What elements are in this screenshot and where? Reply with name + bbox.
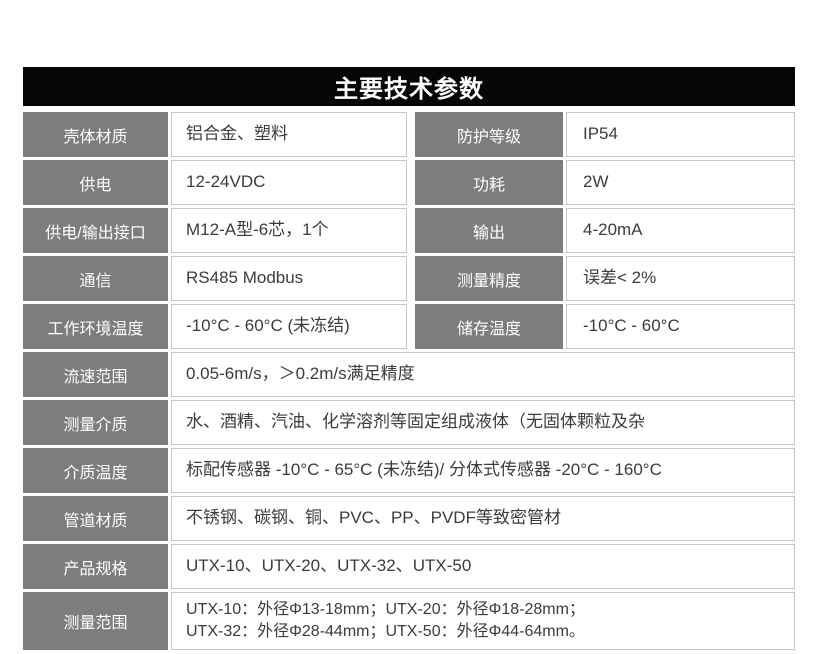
row-value: 不锈钢、碳钢、铜、PVC、PP、PVDF等致密管材 xyxy=(171,496,795,541)
table-row: 测量介质 水、酒精、汽油、化学溶剂等固定组成液体（无固体颗粒及杂 xyxy=(23,400,795,445)
row-label: 供电/输出接口 xyxy=(23,208,168,253)
row-label: 介质温度 xyxy=(23,448,168,493)
row-value: 2W xyxy=(566,160,795,205)
row-value: IP54 xyxy=(566,112,795,157)
table-rows: 壳体材质 铝合金、塑料 防护等级 IP54 供电 12-24VDC 功耗 2W … xyxy=(23,112,795,650)
row-label: 储存温度 xyxy=(415,304,563,349)
row-value: 12-24VDC xyxy=(171,160,407,205)
row-label: 输出 xyxy=(415,208,563,253)
column-gap xyxy=(407,112,415,157)
row-label: 壳体材质 xyxy=(23,112,168,157)
row-value: 标配传感器 -10°C - 65°C (未冻结)/ 分体式传感器 -20°C -… xyxy=(171,448,795,493)
table-row: 供电/输出接口 M12-A型-6芯，1个 输出 4-20mA xyxy=(23,208,795,253)
row-label: 测量精度 xyxy=(415,256,563,301)
row-label: 管道材质 xyxy=(23,496,168,541)
column-gap xyxy=(407,208,415,253)
row-value: UTX-10、UTX-20、UTX-32、UTX-50 xyxy=(171,544,795,589)
row-value: 铝合金、塑料 xyxy=(171,112,407,157)
spec-table: 主要技术参数 壳体材质 铝合金、塑料 防护等级 IP54 供电 12-24VDC… xyxy=(23,67,795,653)
row-label: 功耗 xyxy=(415,160,563,205)
row-value: -10°C - 60°C xyxy=(566,304,795,349)
column-gap xyxy=(407,160,415,205)
row-value: RS485 Modbus xyxy=(171,256,407,301)
table-row: 流速范围 0.05-6m/s，＞0.2m/s满足精度 xyxy=(23,352,795,397)
row-value: -10°C - 60°C (未冻结) xyxy=(171,304,407,349)
row-label: 流速范围 xyxy=(23,352,168,397)
row-label: 产品规格 xyxy=(23,544,168,589)
row-value: 0.05-6m/s，＞0.2m/s满足精度 xyxy=(171,352,795,397)
row-label: 通信 xyxy=(23,256,168,301)
table-title: 主要技术参数 xyxy=(334,76,484,103)
row-label: 测量介质 xyxy=(23,400,168,445)
row-value: 误差< 2% xyxy=(566,256,795,301)
table-row: 工作环境温度 -10°C - 60°C (未冻结) 储存温度 -10°C - 6… xyxy=(23,304,795,349)
row-value: 4-20mA xyxy=(566,208,795,253)
table-row: 产品规格 UTX-10、UTX-20、UTX-32、UTX-50 xyxy=(23,544,795,589)
table-row: 壳体材质 铝合金、塑料 防护等级 IP54 xyxy=(23,112,795,157)
row-label: 供电 xyxy=(23,160,168,205)
row-value: UTX-10：外径Φ13-18mm；UTX-20：外径Φ18-28mm； UTX… xyxy=(171,592,795,650)
column-gap xyxy=(407,304,415,349)
table-row: 通信 RS485 Modbus 测量精度 误差< 2% xyxy=(23,256,795,301)
row-label: 测量范围 xyxy=(23,592,168,650)
row-label: 工作环境温度 xyxy=(23,304,168,349)
column-gap xyxy=(407,256,415,301)
table-row: 管道材质 不锈钢、碳钢、铜、PVC、PP、PVDF等致密管材 xyxy=(23,496,795,541)
table-row: 供电 12-24VDC 功耗 2W xyxy=(23,160,795,205)
row-value: M12-A型-6芯，1个 xyxy=(171,208,407,253)
row-label: 防护等级 xyxy=(415,112,563,157)
table-row: 介质温度 标配传感器 -10°C - 65°C (未冻结)/ 分体式传感器 -2… xyxy=(23,448,795,493)
table-row: 测量范围 UTX-10：外径Φ13-18mm；UTX-20：外径Φ18-28mm… xyxy=(23,592,795,650)
row-value: 水、酒精、汽油、化学溶剂等固定组成液体（无固体颗粒及杂 xyxy=(171,400,795,445)
table-title-bar: 主要技术参数 xyxy=(23,67,795,106)
